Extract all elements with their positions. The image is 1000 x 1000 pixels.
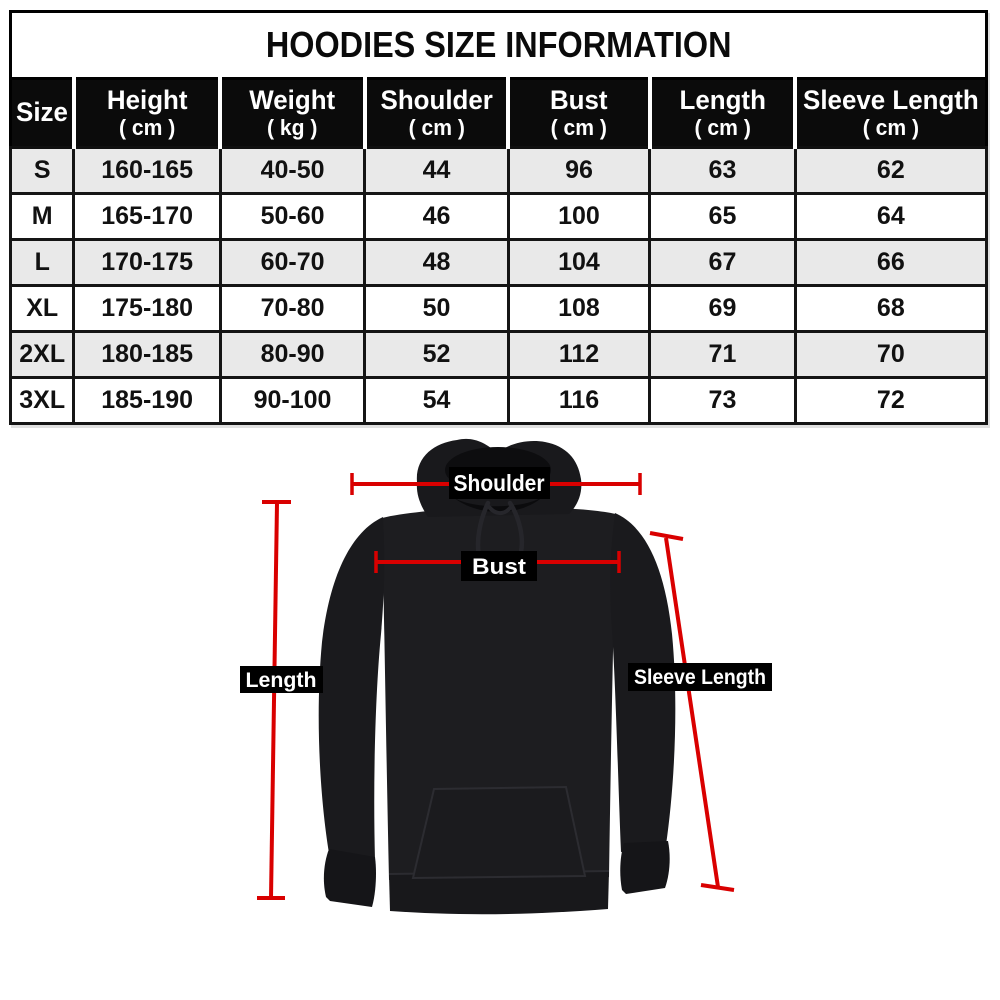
cell-size: XL xyxy=(8,284,76,333)
cell-length: 69 xyxy=(648,284,797,333)
cell-height: 185-190 xyxy=(72,376,222,425)
table-header-row: Size Height( cm ) Weight( kg ) Shoulder(… xyxy=(10,77,987,149)
hoodie-left-sleeve xyxy=(318,517,385,860)
col-header-weight-label: Weight xyxy=(249,84,336,115)
cell-size: S xyxy=(8,146,76,195)
cell-height: 170-175 xyxy=(72,238,222,287)
shoulder-label-box xyxy=(449,467,550,499)
col-header-height: Height( cm ) xyxy=(71,77,221,149)
cell-height: 180-185 xyxy=(72,330,222,379)
cell-shoulder: 44 xyxy=(363,146,510,195)
neckline xyxy=(452,494,546,512)
table-row-2xl: 2XL 180-185 80-90 52 112 71 70 xyxy=(8,330,989,379)
cell-sleeve: 72 xyxy=(793,376,989,425)
cell-size: 3XL xyxy=(8,376,76,425)
hoodie-right-cuff xyxy=(620,841,670,894)
bust-label: Bust xyxy=(472,554,527,579)
cell-height: 160-165 xyxy=(72,146,222,195)
col-header-sleeve-length: Sleeve Length( cm ) xyxy=(793,77,987,149)
table-row-3xl: 3XL 185-190 90-100 54 116 73 72 xyxy=(8,376,989,425)
sleeve-length-measure-line xyxy=(649,531,735,892)
table-row-l: L 170-175 60-70 48 104 67 66 xyxy=(8,238,989,287)
page-title-text: HOODIES SIZE INFORMATION xyxy=(265,24,732,65)
cell-sleeve: 66 xyxy=(793,238,989,287)
bust-label-box xyxy=(461,551,537,581)
hoodie-illustration xyxy=(318,438,676,915)
cell-sleeve: 64 xyxy=(793,192,989,241)
col-header-bust: Bust( cm ) xyxy=(506,77,650,149)
cell-length: 73 xyxy=(648,376,797,425)
length-label: Length xyxy=(246,669,317,692)
cell-shoulder: 52 xyxy=(363,330,510,379)
col-header-height-label: Height xyxy=(106,84,188,115)
title-row: HOODIES SIZE INFORMATION xyxy=(10,11,987,79)
cell-bust: 116 xyxy=(506,376,652,425)
cell-length: 63 xyxy=(648,146,797,195)
measurement-label-boxes xyxy=(240,467,772,693)
shoulder-label: Shoulder xyxy=(454,470,545,496)
cell-shoulder: 48 xyxy=(363,238,510,287)
cell-weight: 50-60 xyxy=(218,192,367,241)
cell-bust: 100 xyxy=(506,192,652,241)
cell-shoulder: 50 xyxy=(363,284,510,333)
size-table: HOODIES SIZE INFORMATION Size Height( cm… xyxy=(8,10,989,425)
cell-weight: 80-90 xyxy=(218,330,367,379)
hoodie-left-cuff xyxy=(323,849,376,907)
col-header-shoulder-label: Shoulder xyxy=(380,84,493,115)
table-row-s: S 160-165 40-50 44 96 63 62 xyxy=(8,146,989,195)
cell-length: 71 xyxy=(648,330,797,379)
col-header-shoulder: Shoulder( cm ) xyxy=(362,77,509,149)
sleeve-length-label-box xyxy=(628,663,772,691)
sleeve-length-label: Sleeve Length xyxy=(634,666,766,689)
col-header-length: Length( cm ) xyxy=(647,77,796,149)
col-header-size: Size xyxy=(10,77,74,149)
hoodie-measurement-diagram: Shoulder Bust Length Sleeve Length xyxy=(240,438,772,915)
cell-height: 175-180 xyxy=(72,284,222,333)
col-header-length-label: Length xyxy=(679,84,766,115)
hoodie-hem xyxy=(389,871,609,915)
cell-shoulder: 54 xyxy=(363,376,510,425)
col-header-shoulder-unit: ( cm ) xyxy=(408,115,465,141)
cell-size: 2XL xyxy=(8,330,76,379)
col-header-bust-label: Bust xyxy=(550,84,608,115)
cell-bust: 96 xyxy=(506,146,652,195)
cell-shoulder: 46 xyxy=(363,192,510,241)
cell-sleeve: 68 xyxy=(793,284,989,333)
measurement-lines xyxy=(257,473,735,900)
cell-length: 67 xyxy=(648,238,797,287)
cell-weight: 90-100 xyxy=(218,376,367,425)
col-header-sleeve-length-unit: ( cm ) xyxy=(862,115,920,141)
page-title: HOODIES SIZE INFORMATION xyxy=(10,11,987,79)
length-measure-line xyxy=(257,500,291,900)
length-label-box xyxy=(240,666,323,693)
cell-height: 165-170 xyxy=(72,192,222,241)
hoodie-pocket xyxy=(411,785,587,880)
cell-sleeve: 70 xyxy=(793,330,989,379)
col-header-bust-unit: ( cm ) xyxy=(550,115,608,141)
col-header-weight-unit: ( kg ) xyxy=(267,115,318,141)
col-header-sleeve-length-label: Sleeve Length xyxy=(803,84,979,115)
cell-weight: 70-80 xyxy=(218,284,367,333)
table-row-m: M 165-170 50-60 46 100 65 64 xyxy=(8,192,989,241)
cell-bust: 112 xyxy=(506,330,652,379)
measurement-label-texts: Shoulder Bust Length Sleeve Length xyxy=(246,470,767,692)
cell-size: M xyxy=(8,192,76,241)
cell-size: L xyxy=(8,238,76,287)
cell-sleeve: 62 xyxy=(793,146,989,195)
cell-bust: 108 xyxy=(506,284,652,333)
table-row-xl: XL 175-180 70-80 50 108 69 68 xyxy=(8,284,989,333)
cell-length: 65 xyxy=(648,192,797,241)
cell-weight: 40-50 xyxy=(218,146,367,195)
col-header-length-unit: ( cm ) xyxy=(694,115,751,141)
cell-weight: 60-70 xyxy=(218,238,367,287)
col-header-height-unit: ( cm ) xyxy=(118,115,176,141)
cell-bust: 104 xyxy=(506,238,652,287)
col-header-weight: Weight( kg ) xyxy=(218,77,365,149)
col-header-size-label: Size xyxy=(16,97,68,128)
